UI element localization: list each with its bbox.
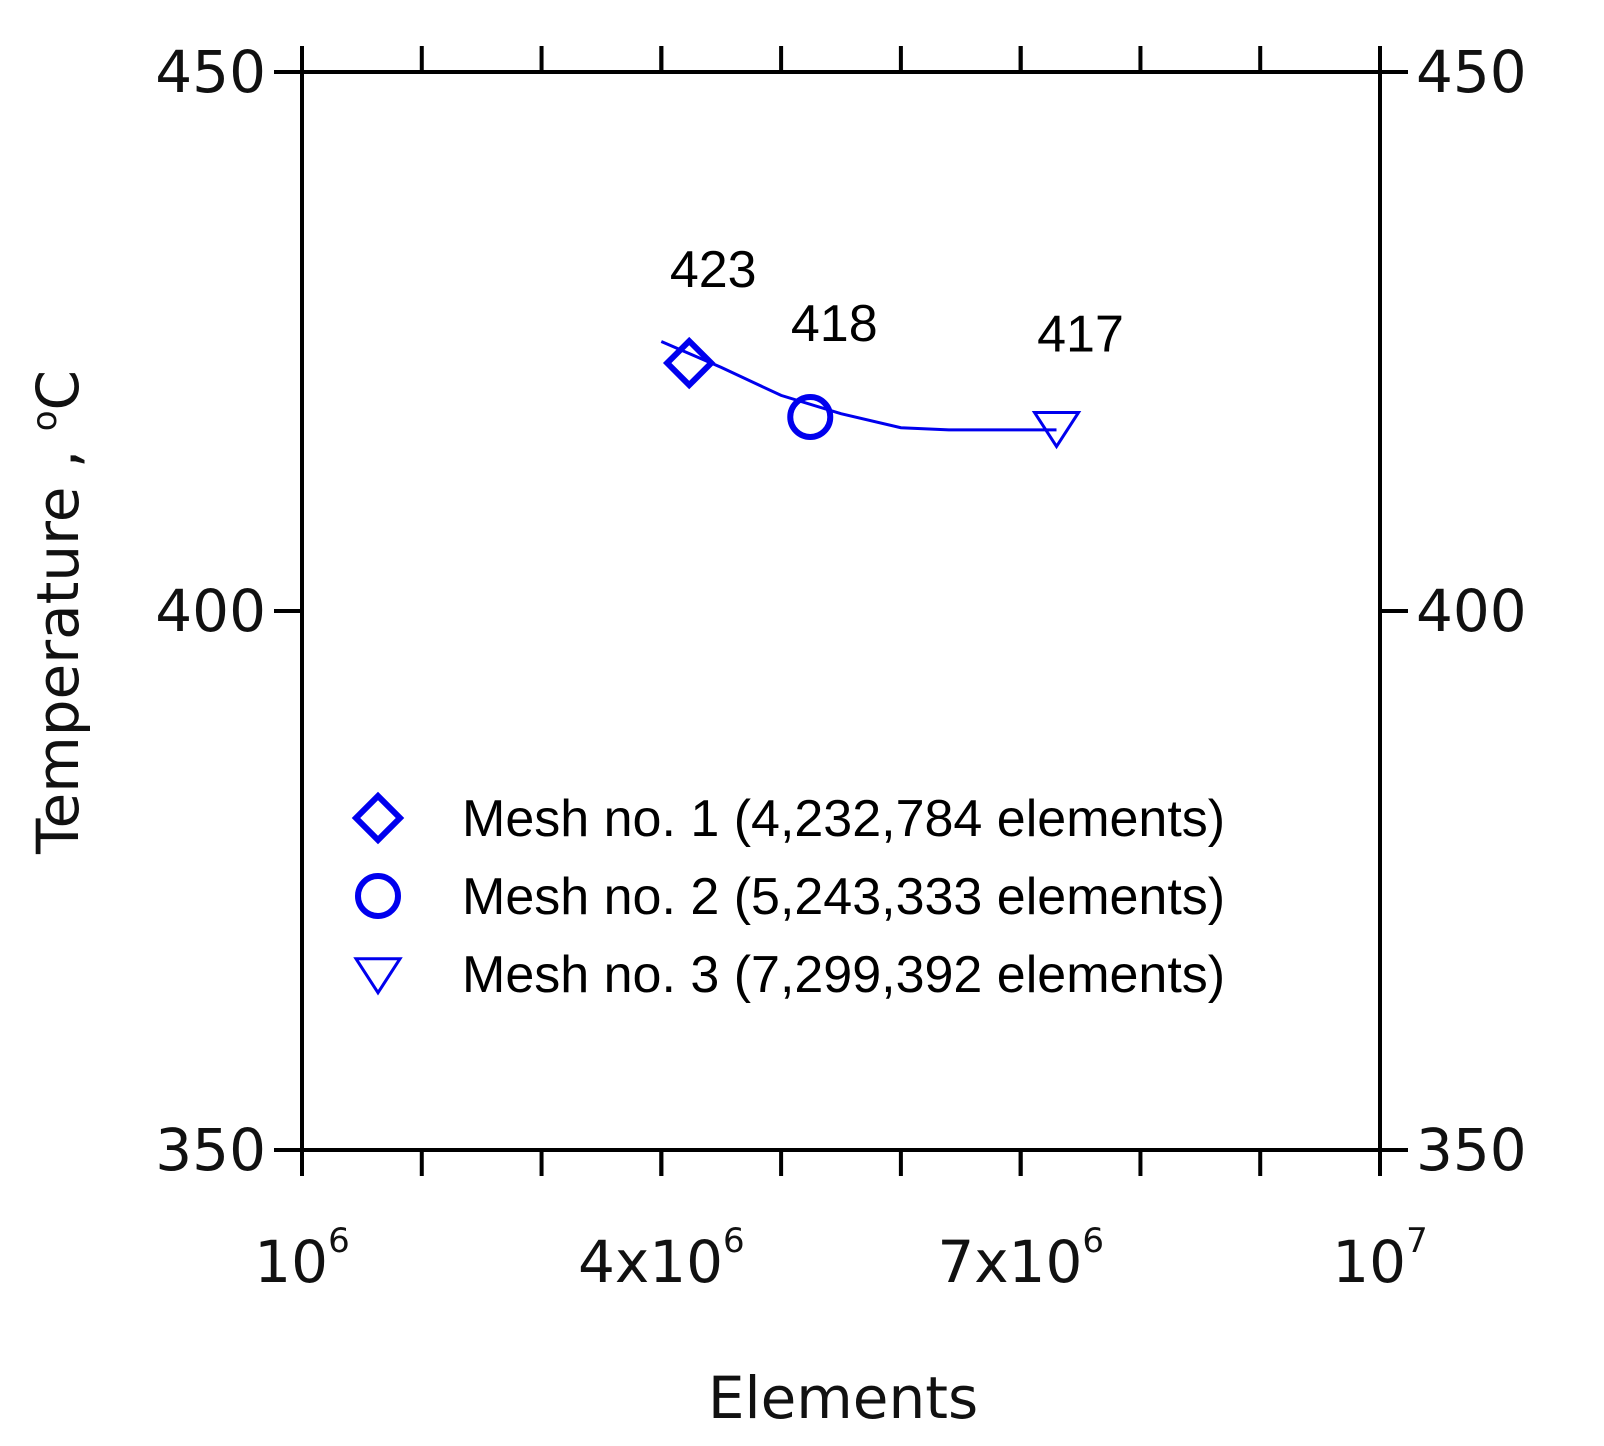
x-tick-label-exponent: 6 xyxy=(328,1221,350,1261)
data-label-3: 417 xyxy=(1037,306,1124,364)
x-tick-label-1: 4x106 xyxy=(578,1221,745,1296)
x-axis-title: Elements xyxy=(708,1364,978,1432)
legend-entry-3: Mesh no. 3 (7,299,392 elements) xyxy=(462,946,1225,1004)
markers xyxy=(662,336,1082,450)
y-tick-label-left-2: 450 xyxy=(155,38,266,106)
legend-marker-2 xyxy=(355,873,401,919)
legend-marker-3 xyxy=(353,957,403,996)
legend: Mesh no. 1 (4,232,784 elements) Mesh no. … xyxy=(351,790,1225,1004)
x-tick-label-3: 107 xyxy=(1332,1221,1427,1296)
x-tick-label-exponent: 6 xyxy=(1082,1221,1104,1261)
legend-marker-1 xyxy=(351,791,405,845)
x-tick-label-2: 7x106 xyxy=(937,1221,1104,1296)
y-axis-title-unit: C xyxy=(24,370,92,411)
y-axis-title-sup: o xyxy=(25,410,65,431)
y-axis-title-text: Temperature , xyxy=(24,431,92,855)
y-axis-title: Temperature , oC xyxy=(24,370,92,855)
y-tick-label-right-2: 450 xyxy=(1416,38,1527,106)
legend-entry-1: Mesh no. 1 (4,232,784 elements) xyxy=(462,790,1225,848)
x-tick-label-mantissa: 10 xyxy=(254,1228,328,1296)
fit-line xyxy=(660,340,1057,432)
data-point-2 xyxy=(787,393,834,440)
x-tick-label-mantissa: 7x10 xyxy=(937,1228,1082,1296)
fit-line-group xyxy=(660,340,1057,432)
x-tick-label-mantissa: 10 xyxy=(1332,1228,1406,1296)
data-label-1: 423 xyxy=(670,241,757,299)
y-tick-label-right-1: 400 xyxy=(1416,577,1527,645)
y-tick-label-right-0: 350 xyxy=(1416,1116,1527,1184)
y-tick-label-left-1: 400 xyxy=(155,577,266,645)
legend-entry-2: Mesh no. 2 (5,243,333 elements) xyxy=(462,868,1225,926)
data-labels: 423 418 417 xyxy=(670,241,1124,364)
x-tick-label-exponent: 6 xyxy=(723,1221,745,1261)
y-tick-label-left-0: 350 xyxy=(155,1116,266,1184)
x-tick-label-exponent: 7 xyxy=(1406,1221,1428,1261)
data-point-3 xyxy=(1031,410,1082,450)
data-point-1 xyxy=(662,336,716,390)
x-tick-label-mantissa: 4x10 xyxy=(578,1228,723,1296)
data-label-2: 418 xyxy=(791,295,878,353)
x-tick-label-0: 106 xyxy=(254,1221,349,1296)
